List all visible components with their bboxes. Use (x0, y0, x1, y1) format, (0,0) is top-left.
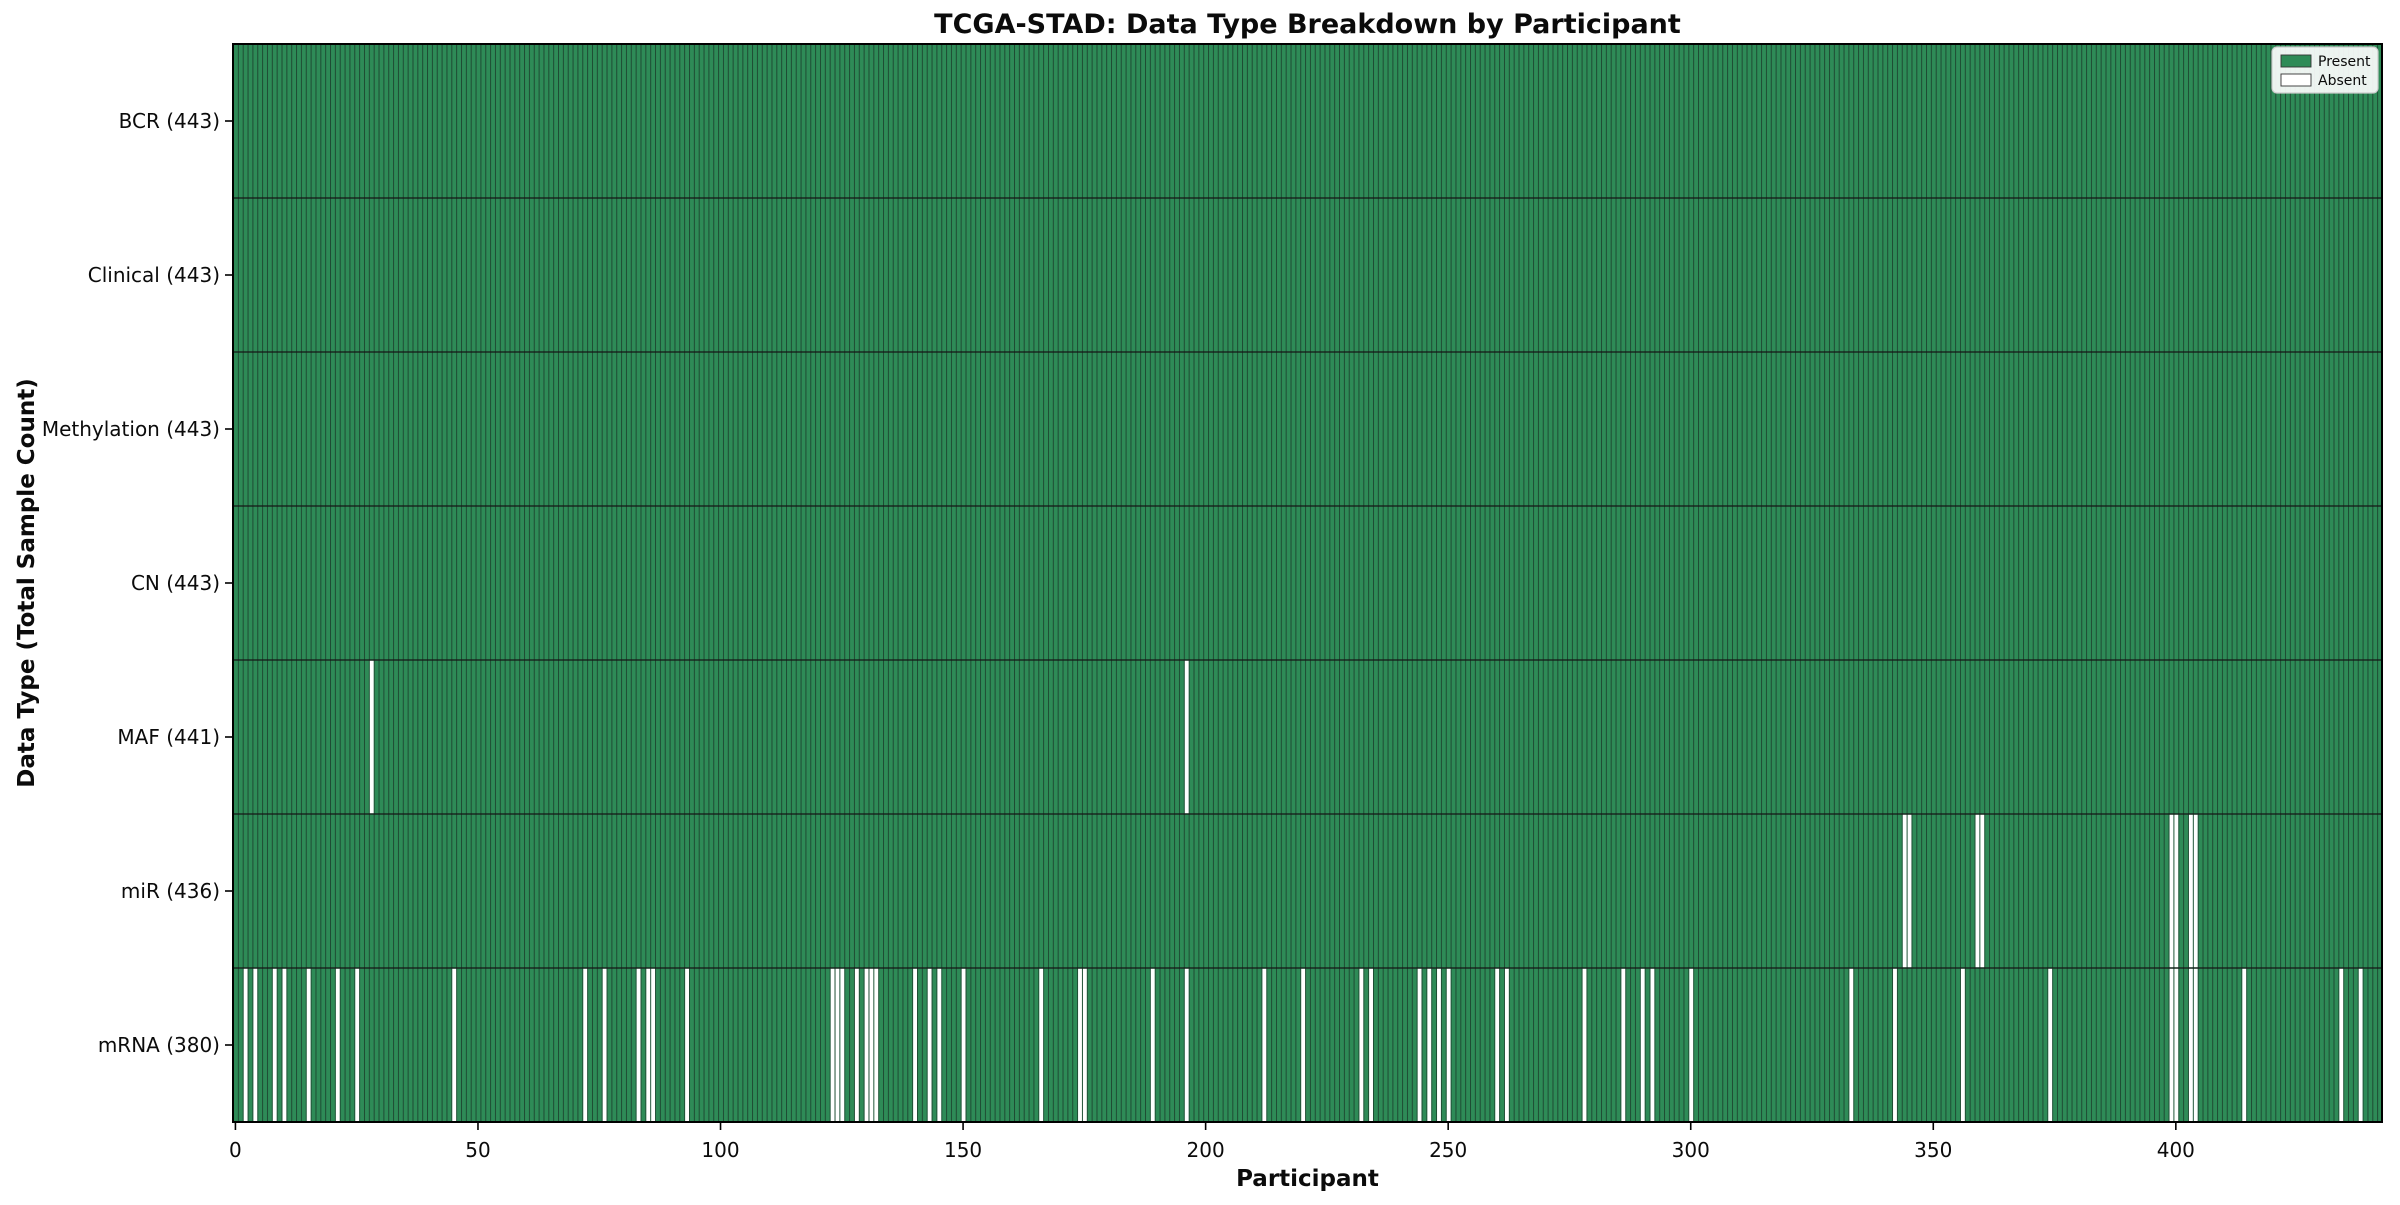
y-tick-label: Methylation (443) (42, 417, 220, 441)
y-tick-label: CN (443) (131, 571, 220, 595)
absent-bar (1902, 814, 1907, 968)
absent-bar (854, 968, 859, 1122)
absent-bar (335, 968, 340, 1122)
absent-bar (2188, 814, 2193, 968)
absent-bar (2358, 968, 2363, 1122)
absent-bar (2188, 968, 2193, 1122)
absent-bar (1849, 968, 1854, 1122)
absent-bar (306, 968, 311, 1122)
absent-bar (1975, 814, 1980, 968)
absent-bar (1427, 968, 1432, 1122)
row-dividers (233, 197, 2382, 969)
x-tick-label: 0 (229, 1138, 242, 1162)
absent-bar (2169, 814, 2174, 968)
absent-bar (1150, 968, 1155, 1122)
y-tick-label: mRNA (380) (98, 1033, 220, 1057)
absent-bar (2339, 968, 2344, 1122)
legend-swatch-present (2280, 54, 2312, 68)
y-axis-label: Data Type (Total Sample Count) (14, 378, 40, 787)
y-axis: BCR (443) Clinical (443) Methylation (443)… (42, 109, 233, 1057)
absent-bar (1960, 968, 1965, 1122)
absent-bar (1640, 968, 1645, 1122)
x-tick-label: 400 (2157, 1138, 2195, 1162)
absent-bar (1184, 660, 1189, 814)
y-tick-label: Clinical (443) (88, 263, 220, 287)
chart-title: TCGA-STAD: Data Type Breakdown by Partic… (934, 9, 1681, 40)
y-tick-label: BCR (443) (119, 109, 220, 133)
absent-bar (1582, 968, 1587, 1122)
absent-bar (1301, 968, 1306, 1122)
absent-bar (2169, 968, 2174, 1122)
x-axis-label: Participant (1236, 1166, 1379, 1192)
absent-bar (1495, 968, 1500, 1122)
legend-swatch-absent (2280, 73, 2312, 87)
absent-bar (927, 968, 932, 1122)
absent-bar (272, 968, 277, 1122)
absent-bar (830, 968, 835, 1122)
absent-bar (1082, 968, 1087, 1122)
absent-bar (1184, 968, 1189, 1122)
absent-bar (864, 968, 869, 1122)
x-tick-label: 100 (701, 1138, 739, 1162)
absent-bar (1437, 968, 1441, 1122)
absent-bar (243, 968, 248, 1122)
legend-label: Present (2318, 54, 2371, 70)
absent-bar (253, 968, 258, 1122)
absent-bar (840, 968, 845, 1122)
legend-label: Absent (2318, 73, 2367, 89)
absent-bar (913, 968, 917, 1122)
absent-bar (835, 968, 840, 1122)
y-tick-label: miR (436) (121, 879, 220, 903)
absent-bar (651, 968, 656, 1122)
absent-bar (1650, 968, 1655, 1122)
absent-bar (1359, 968, 1364, 1122)
x-tick-label: 250 (1429, 1138, 1467, 1162)
plot-area (233, 44, 2382, 1122)
absent-bar (602, 968, 607, 1122)
absent-bar (1446, 968, 1451, 1122)
absent-bar (869, 968, 874, 1122)
absent-bar (355, 968, 360, 1122)
absent-bar (2048, 968, 2053, 1122)
absent-bar (369, 660, 374, 814)
absent-bar (1417, 968, 1422, 1122)
absent-bar (937, 968, 942, 1122)
x-tick-label: 150 (944, 1138, 982, 1162)
absent-bar (2193, 968, 2198, 1122)
absent-bar (961, 968, 966, 1122)
x-tick-label: 300 (1672, 1138, 1710, 1162)
absent-bar (1621, 968, 1626, 1122)
y-tick-label: MAF (441) (117, 725, 220, 749)
absent-bar (1039, 968, 1044, 1122)
absent-bar (874, 968, 879, 1122)
absent-bar (452, 968, 457, 1122)
absent-bar (1369, 968, 1373, 1122)
absent-bar (1262, 968, 1267, 1122)
absent-bar (2193, 814, 2198, 968)
absent-bar (2174, 968, 2179, 1122)
absent-bar (685, 968, 689, 1122)
absent-bar (646, 968, 651, 1122)
x-tick-label: 200 (1187, 1138, 1225, 1162)
absent-bar (1689, 968, 1694, 1122)
absent-bar (1504, 968, 1509, 1122)
absent-bar (2174, 814, 2179, 968)
x-tick-label: 50 (465, 1138, 490, 1162)
absent-bar (1907, 814, 1912, 968)
absent-bar (1078, 968, 1082, 1122)
x-tick-label: 350 (1914, 1138, 1952, 1162)
absent-bar (282, 968, 287, 1122)
absent-bar (1980, 814, 1985, 968)
absent-bar (636, 968, 641, 1122)
absent-bar (583, 968, 588, 1122)
absent-bar (1893, 968, 1897, 1122)
absent-bar (2242, 968, 2247, 1122)
x-axis: 0 50 100 150 200 250 300 350 400 (229, 1122, 2195, 1162)
absent-bars (243, 660, 2363, 1122)
legend: Present Absent (2271, 46, 2379, 94)
